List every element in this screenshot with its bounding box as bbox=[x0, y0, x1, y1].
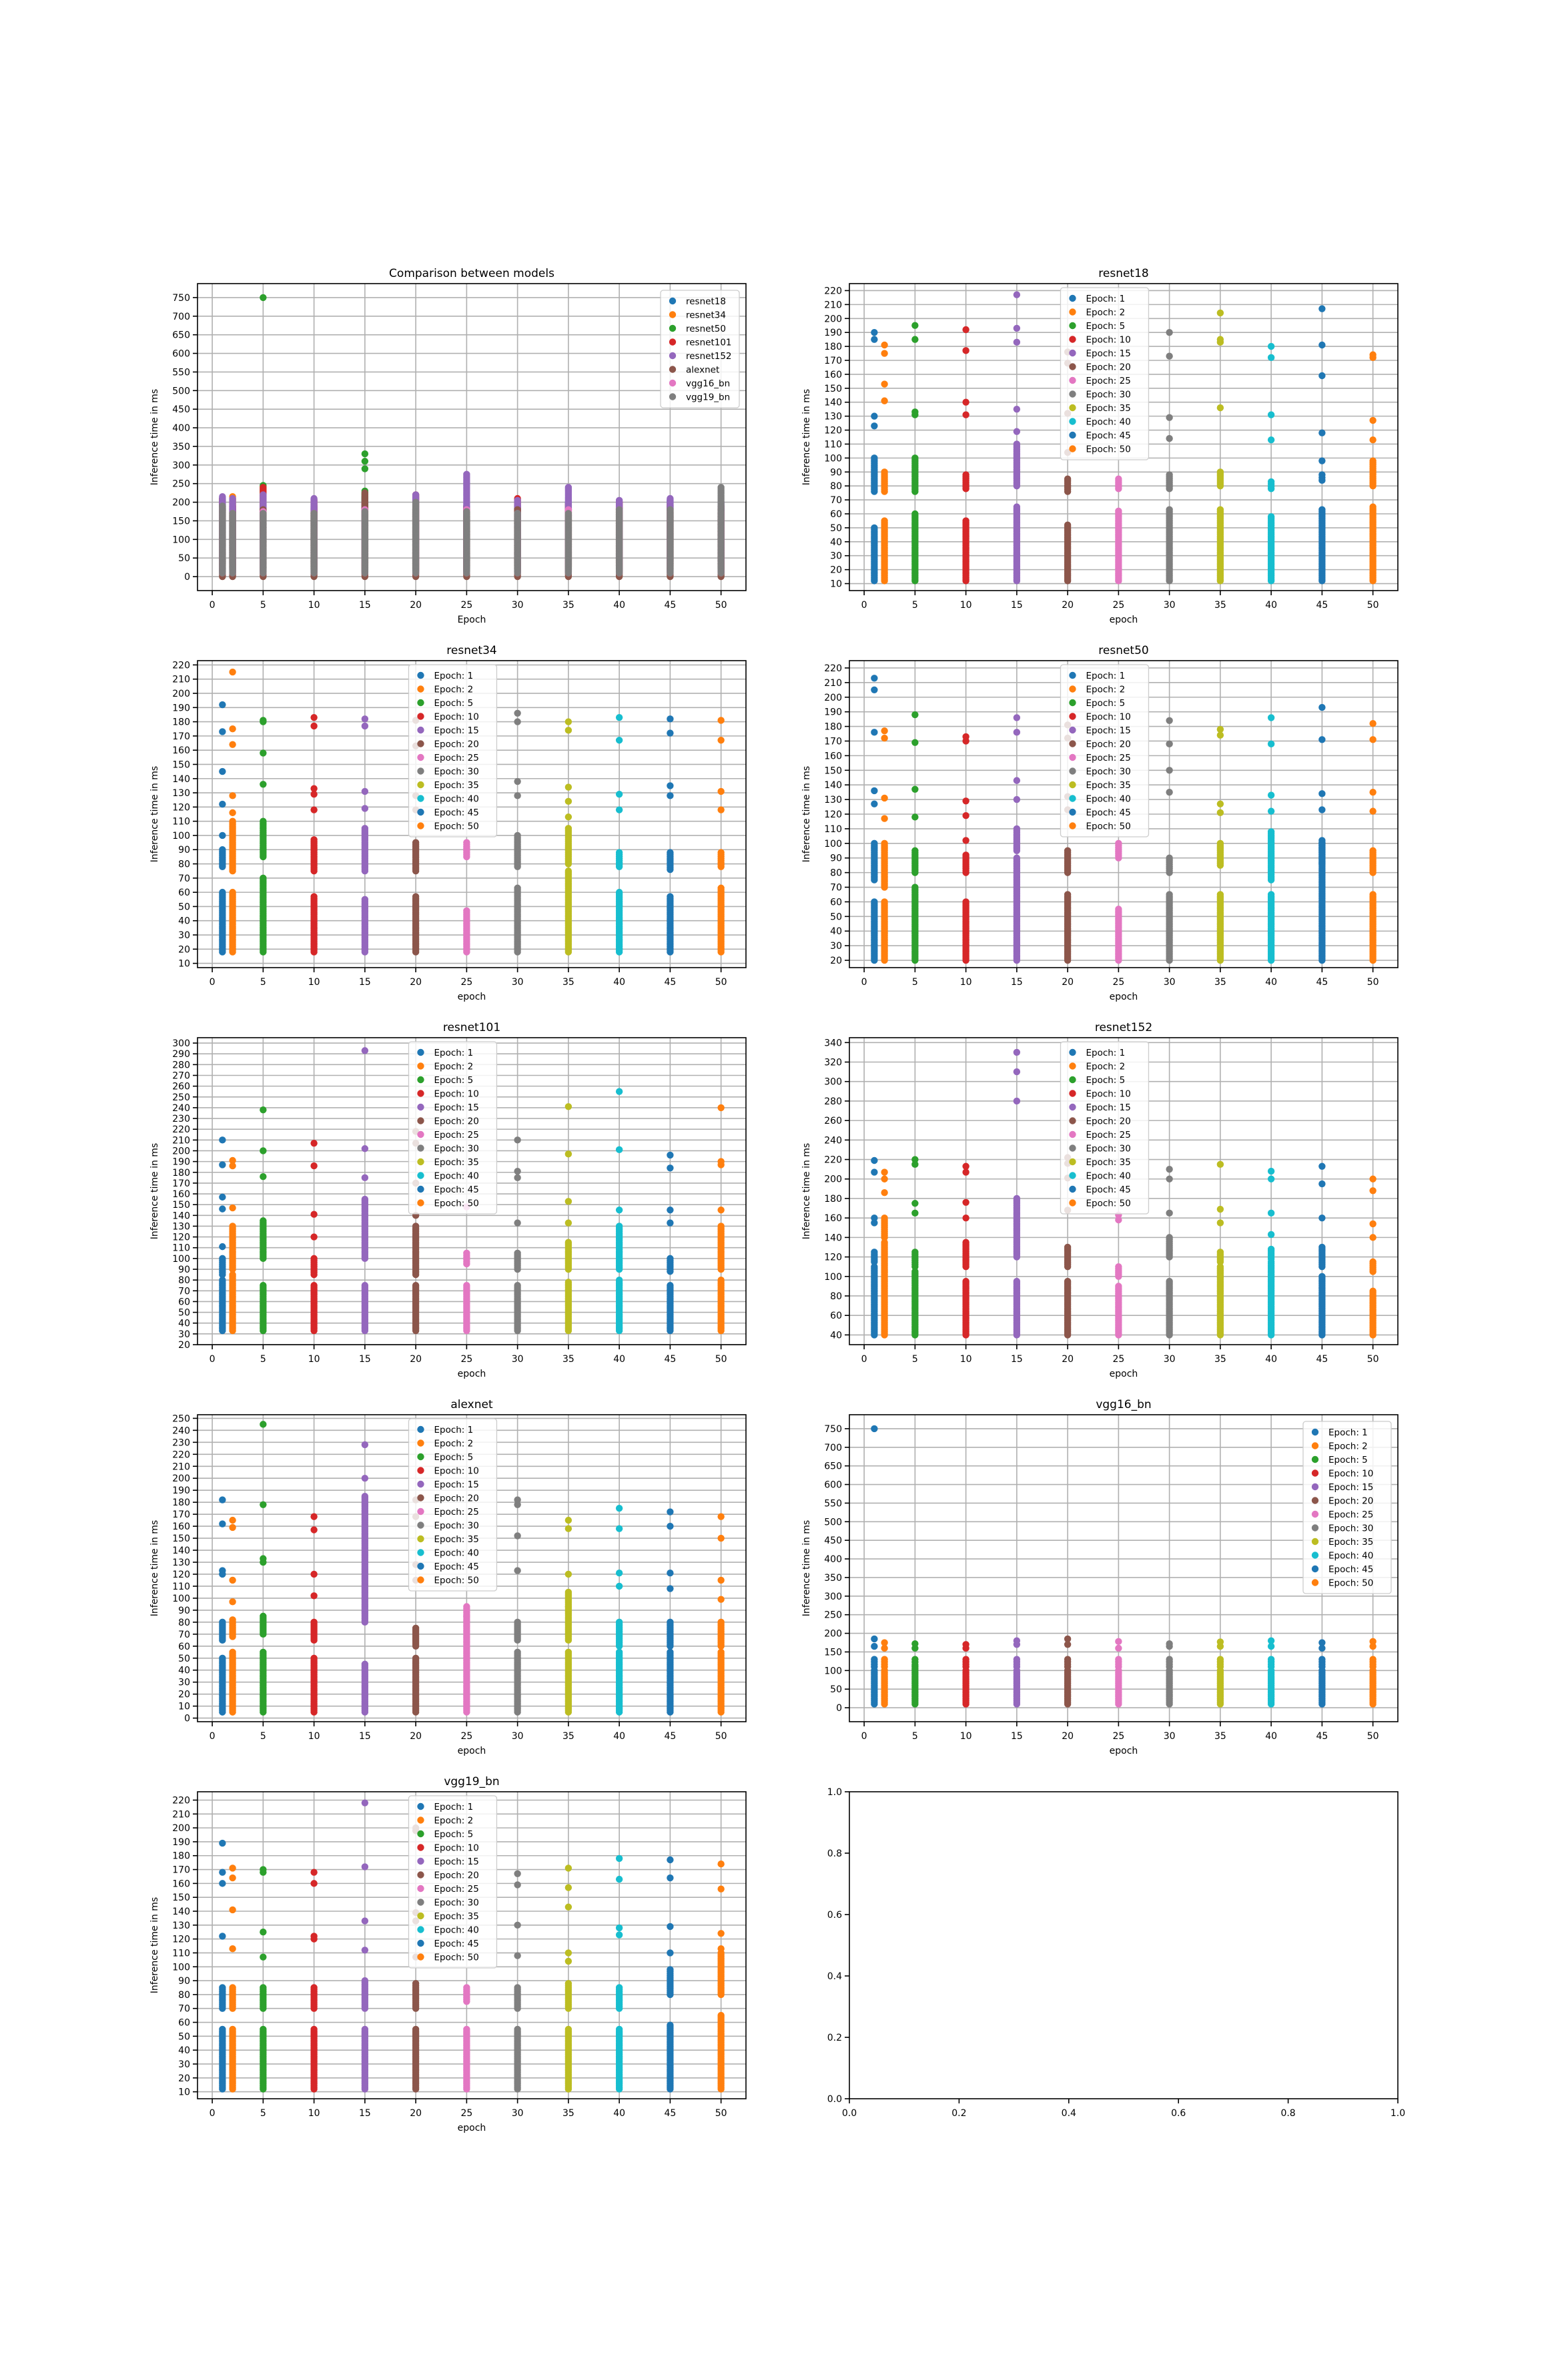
data-point bbox=[514, 496, 521, 504]
data-point bbox=[260, 484, 267, 491]
data-point bbox=[361, 465, 369, 472]
data-point bbox=[260, 491, 267, 498]
data-point bbox=[310, 510, 318, 517]
data-point bbox=[412, 498, 420, 506]
data-point bbox=[229, 510, 236, 517]
data-point bbox=[361, 450, 369, 458]
data-point bbox=[564, 484, 572, 491]
data-point bbox=[310, 494, 318, 502]
data-point bbox=[219, 493, 226, 500]
subplot-comparison-between-models: 0 5 10 15 20 25 30 35 40 45 5005010015020025030035… bbox=[149, 267, 747, 625]
data-point bbox=[260, 294, 267, 302]
data-point bbox=[219, 502, 226, 510]
data-point bbox=[229, 494, 236, 502]
data-point bbox=[361, 458, 369, 465]
data-point bbox=[463, 470, 470, 478]
data-point bbox=[412, 491, 420, 498]
data-point bbox=[361, 508, 369, 515]
data-point bbox=[361, 489, 369, 496]
data-point bbox=[667, 494, 674, 502]
data-point bbox=[260, 510, 267, 517]
data-point bbox=[615, 496, 623, 504]
